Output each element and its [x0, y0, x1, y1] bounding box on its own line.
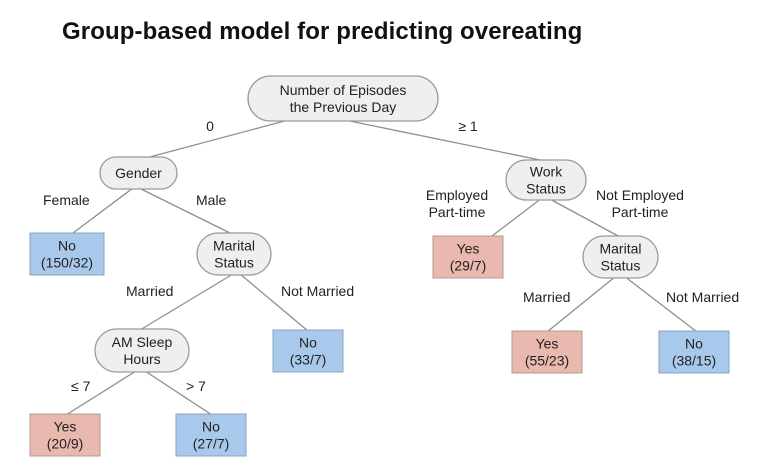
edge-label-work-employed: Employed Part-time: [426, 187, 488, 220]
edge-label-marital-left-married: Married: [126, 283, 173, 299]
leaf-node-leaf-married-right: Yes (55/23): [511, 330, 583, 374]
svg-text:No(150/32): No (150/32): [41, 238, 93, 271]
decision-node-marital-left: Marital Status: [196, 232, 272, 276]
svg-text:No(27/7): No (27/7): [193, 419, 230, 452]
edge-label-sleep-gt7: > 7: [186, 378, 206, 394]
edge-label-marital-left-not-married: Not Married: [281, 283, 354, 299]
edge-root-gender: [145, 118, 293, 159]
edge-label-root-gender: 0: [206, 118, 214, 134]
decision-node-am-sleep: AM Sleep Hours: [94, 328, 190, 373]
edges: [65, 118, 698, 416]
edge-marital-left-not-married: [239, 273, 309, 332]
nodes: Number of Episodes the Previous Day Gender…: [29, 75, 730, 457]
edge-marital-right-not-married: [623, 275, 698, 333]
diagram-title: Group-based model for predicting overeat…: [62, 18, 583, 45]
decision-node-root: Number of Episodes the Previous Day: [247, 75, 439, 122]
leaf-node-leaf-not-married-right: No (38/15): [658, 330, 730, 374]
leaf-node-leaf-le7: Yes (20/9): [29, 413, 101, 457]
edge-label-sleep-le7: ≤ 7: [71, 378, 91, 394]
edge-marital-right-married: [546, 275, 617, 333]
edge-label-root-work: ≥ 1: [458, 118, 478, 134]
edge-work-employed: [491, 197, 543, 237]
edge-label-marital-right-not-married: Not Married: [666, 289, 739, 305]
leaf-node-leaf-employed: Yes (29/7): [432, 235, 504, 279]
edge-label-gender-female: Female: [43, 192, 90, 208]
svg-text:No(38/15): No (38/15): [672, 336, 716, 369]
svg-text:Yes(29/7): Yes (29/7): [450, 241, 487, 274]
edge-gender-female: [72, 187, 134, 234]
svg-text:Gender: Gender: [115, 165, 162, 181]
decision-node-work-status: Work Status: [505, 159, 587, 201]
leaf-node-leaf-female: No (150/32): [29, 232, 105, 276]
edge-sleep-gt7: [144, 370, 213, 416]
leaf-node-leaf-not-married-left: No (33/7): [272, 329, 344, 373]
decision-node-marital-right: Marital Status: [582, 235, 659, 279]
svg-text:No(33/7): No (33/7): [290, 335, 327, 368]
edge-sleep-le7: [65, 370, 137, 416]
edge-marital-left-married: [139, 273, 234, 331]
edge-gender-male: [138, 187, 233, 235]
leaf-node-leaf-gt7: No (27/7): [175, 413, 247, 457]
decision-node-gender: Gender: [99, 156, 178, 190]
edge-label-work-not-employed: Not Employed Part-time: [596, 187, 684, 220]
svg-text:Yes(20/9): Yes (20/9): [47, 419, 84, 452]
edge-label-gender-male: Male: [196, 192, 227, 208]
edge-label-marital-right-married: Married: [523, 289, 570, 305]
edge-work-not-employed: [547, 197, 621, 238]
edge-labels: 0 ≥ 1 Female Male Employed Part-time Not Emplo…: [43, 118, 739, 394]
edge-root-work: [339, 118, 546, 162]
svg-text:Yes(55/23): Yes (55/23): [525, 336, 569, 369]
